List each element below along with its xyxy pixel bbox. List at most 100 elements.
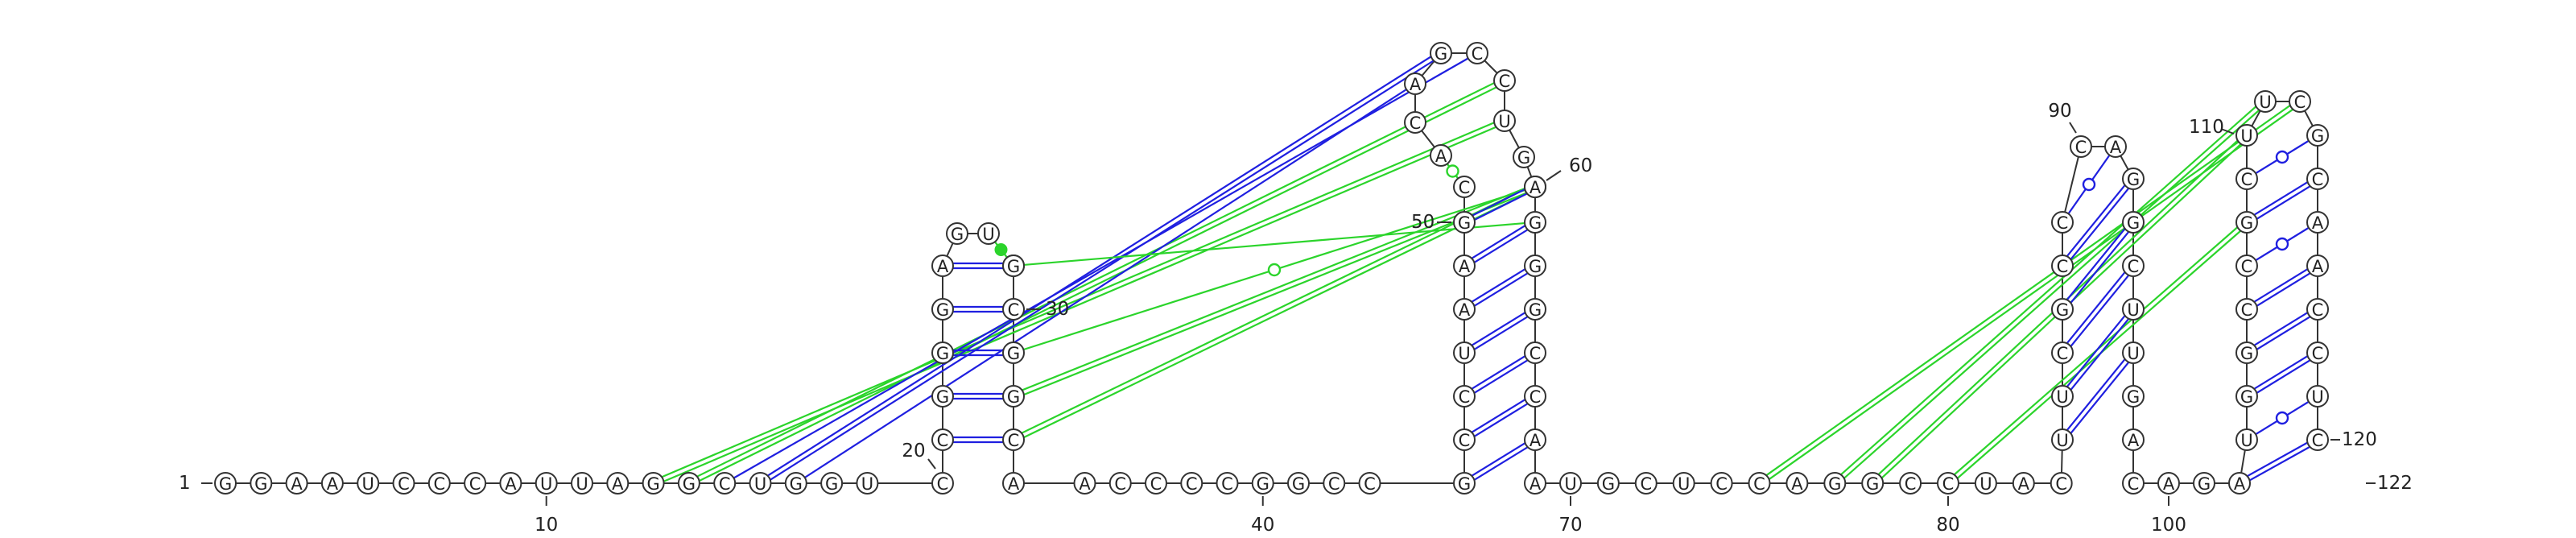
nucleotide: A [1453,298,1476,321]
nucleotide-letter: A [2163,474,2175,494]
nucleotide-letter: G [1517,148,1530,168]
base-pair-line [2247,310,2320,356]
nucleotide: G [214,472,237,495]
nucleotide-letter: A [2312,257,2324,276]
nucleotide-circle [2235,255,2258,277]
nucleotide-letter: U [2056,387,2068,407]
nucleotide-letter: C [1942,474,1955,494]
nucleotide-letter: A [291,474,303,494]
nucleotide-circle [1466,42,1488,64]
base-pair-line [1462,350,1535,395]
nucleotide-letter: G [1828,474,1841,494]
nucleotide-letter: C [1905,474,1917,494]
nucleotide: C [1524,385,1546,408]
nucleotide: C [2051,255,2074,277]
base-pair-line [2244,176,2318,221]
position-label: 100 [2151,515,2186,536]
nucleotide-circle [642,472,665,495]
nucleotide-letter: G [936,300,949,320]
nucleotide: U [1493,110,1516,132]
tertiary-interaction-line [761,54,1443,486]
nucleotide: G [1287,472,1310,495]
nucleotide-letter: C [1459,387,1471,407]
nucleotide: G [642,472,665,495]
nucleotide-circle [931,341,954,364]
nucleotide: G [2122,211,2145,234]
base-pair-line [2240,441,2319,486]
position-label: 50 [1411,212,1435,233]
nucleotide: C [2051,211,2074,234]
base-pair-line [2247,267,2320,312]
nucleotide-circle [427,472,451,495]
nucleotide-circle [1453,472,1476,495]
nucleotide: A [2306,255,2329,277]
nucleotide-circle [320,472,344,495]
tertiary-interaction-line [795,83,1416,484]
nucleotide: A [931,255,954,277]
wobble-pair-marker [2082,177,2096,192]
tertiary-interaction-line [1757,98,2299,482]
base-pair-line [2059,263,2132,352]
nucleotide: C [1002,428,1025,451]
nucleotide: G [2235,211,2258,234]
nucleotide-circle [1524,341,1546,364]
nucleotide: G [2235,385,2258,408]
nucleotide-circle [1937,472,1959,495]
nucleotide-letter: C [1499,72,1511,91]
nucleotide-letter: U [1458,344,1470,363]
nucleotide-circle [2235,124,2258,147]
nucleotide-circle [1748,472,1771,495]
nucleotide: G [2306,124,2329,147]
nucleotide: C [1466,42,1488,64]
nucleotide-letter: C [1364,474,1376,494]
nucleotide-circle [1453,211,1476,234]
nucleotide-letter: A [2110,138,2122,157]
nucleotide: A [1453,255,1476,277]
nucleotide: C [931,472,954,495]
nucleotide-circle [931,255,954,277]
base-pair-line [2059,176,2132,265]
nucleotide-letter: G [1529,213,1542,233]
position-label: 80 [1936,515,1959,536]
nucleotide-letter: G [2311,126,2324,146]
nucleotide-circle [1524,255,1546,277]
nucleotide: C [1453,176,1476,198]
nucleotide: C [713,472,737,495]
nucleotide-circle [1453,428,1476,451]
tertiary-interaction-marker [994,243,1008,256]
nucleotide: C [1710,472,1733,495]
nucleotide: C [1358,472,1381,495]
position-label: 110 [2189,117,2224,138]
nucleotide: C [2306,298,2329,321]
nucleotide-circle [1493,69,1516,92]
backbone-segment [2062,146,2082,223]
nucleotide: G [1453,211,1476,234]
nucleotide: C [1453,428,1476,451]
nucleotide-letter: U [362,474,374,494]
tertiary-interaction-line [1835,102,2268,486]
nucleotide: C [2235,298,2258,321]
tertiary-interaction-line [689,81,1506,486]
base-pair-line [2244,306,2318,352]
nucleotide: C [1145,472,1167,495]
nucleotide-circle [2306,124,2329,147]
nucleotide-circle [1524,211,1546,234]
nucleotide-circle [1323,472,1346,495]
nucleotide-circle [2306,255,2329,277]
nucleotide-letter: G [683,474,696,494]
nucleotide-circle [2235,211,2258,234]
nucleotide-letter: C [2241,170,2253,189]
nucleotide-circle [214,472,237,495]
nucleotide-circle [931,298,954,321]
nucleotide-letter: C [1114,474,1126,494]
nucleotide-circle [1524,428,1546,451]
nucleotide: U [357,472,380,495]
wobble-pair-marker [2275,411,2289,425]
base-pair-line [2247,354,2320,399]
nucleotide-letter: C [1530,344,1542,363]
nucleotide-letter: A [1008,474,1020,494]
nucleotide-letter: C [1753,474,1765,494]
nucleotide-letter: C [1472,44,1484,64]
